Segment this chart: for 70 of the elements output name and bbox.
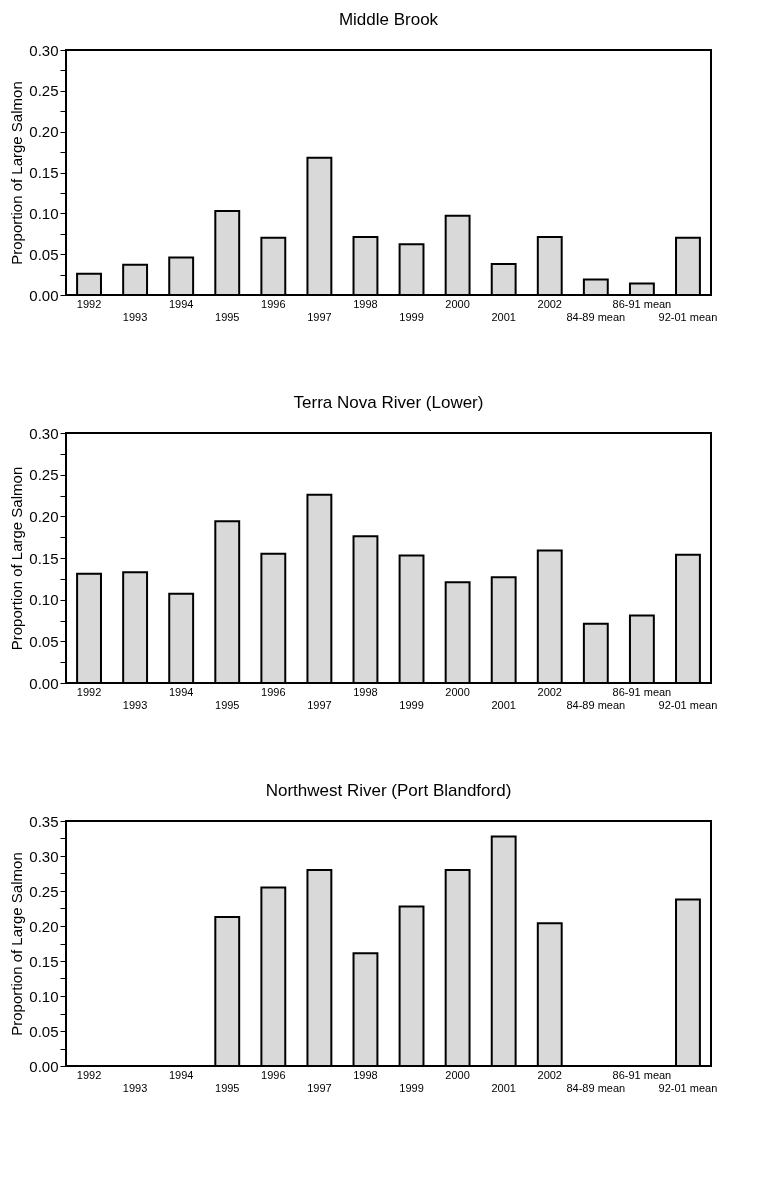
x-tick-label: 1995 [215,698,240,711]
x-tick-label: 1998 [353,1068,378,1081]
x-tick-label: 1999 [399,1081,424,1094]
x-tick-label: 1992 [76,685,102,698]
x-tick-label: 2000 [445,297,470,310]
y-tick-label: 0.25 [29,466,59,484]
x-tick-label: 1996 [261,297,286,310]
y-tick-label: 0.20 [29,507,59,525]
chart-title: Middle Brook [338,10,439,29]
x-tick-label: 1998 [353,685,378,698]
x-tick-label: 92-01 mean [658,310,718,323]
y-tick-label: 0.00 [29,674,59,692]
x-tick-label: 1992 [76,297,102,310]
x-tick-label: 1996 [261,685,286,698]
chart-title: Terra Nova River (Lower) [293,393,484,412]
y-tick-label: 0.05 [29,1022,59,1040]
x-tick-label: 1996 [261,1068,286,1081]
x-tick-label: 84-89 mean [566,698,626,711]
y-tick-label: 0.10 [29,591,59,609]
y-tick-label: 0.10 [29,987,59,1005]
y-tick-label: 0.30 [29,847,59,865]
y-tick-label: 0.00 [29,286,59,304]
x-tick-label: 86-91 mean [612,685,672,698]
x-tick-label: 1995 [215,310,240,323]
y-axis-title: Proportion of Large Salmon [8,81,26,265]
y-tick-label: 0.00 [29,1057,59,1075]
x-tick-label: 92-01 mean [658,1081,718,1094]
y-tick-label: 0.35 [29,812,59,830]
x-tick-label: 86-91 mean [612,297,672,310]
x-tick-label: 84-89 mean [566,1081,626,1094]
y-tick-label: 0.05 [29,245,59,263]
y-tick-label: 0.30 [29,424,59,442]
x-tick-label: 2001 [491,698,516,711]
x-tick-label: 86-91 mean [612,1068,672,1081]
y-tick-label: 0.20 [29,123,59,141]
x-tick-label: 1998 [353,297,378,310]
y-tick-label: 0.15 [29,952,59,970]
y-tick-label: 0.25 [29,882,59,900]
y-tick-label: 0.05 [29,632,59,650]
x-tick-label: 1993 [122,310,148,323]
y-tick-label: 0.25 [29,82,59,100]
x-tick-label: 2000 [445,685,470,698]
x-tick-label: 1997 [307,1081,332,1094]
x-tick-label: 1999 [399,310,424,323]
x-tick-label: 2002 [537,297,562,310]
x-tick-label: 84-89 mean [566,310,626,323]
y-axis-title: Proportion of Large Salmon [8,466,26,651]
x-tick-label: 92-01 mean [658,698,718,711]
x-tick-label: 1992 [76,1068,102,1081]
y-tick-label: 0.30 [29,41,59,59]
x-tick-label: 1994 [168,1068,194,1081]
x-tick-label: 2002 [537,1068,562,1081]
x-tick-label: 2002 [537,685,562,698]
x-tick-label: 2001 [491,1081,516,1094]
x-tick-label: 1999 [399,698,424,711]
x-tick-label: 2001 [491,310,516,323]
x-tick-label: 1995 [215,1081,240,1094]
x-tick-label: 1997 [307,310,332,323]
y-axis-title: Proportion of Large Salmon [8,852,26,1036]
y-tick-label: 0.20 [29,917,59,935]
x-tick-label: 1994 [168,685,194,698]
x-tick-label: 1993 [122,698,148,711]
y-tick-label: 0.15 [29,164,59,181]
x-tick-label: 1997 [307,698,332,711]
y-tick-label: 0.15 [29,549,59,567]
y-tick-label: 0.10 [29,204,59,222]
x-tick-label: 1993 [122,1081,148,1094]
x-tick-label: 1994 [168,297,194,310]
chart-title: Northwest River (Port Blandford) [265,781,512,800]
x-tick-label: 2000 [445,1068,470,1081]
